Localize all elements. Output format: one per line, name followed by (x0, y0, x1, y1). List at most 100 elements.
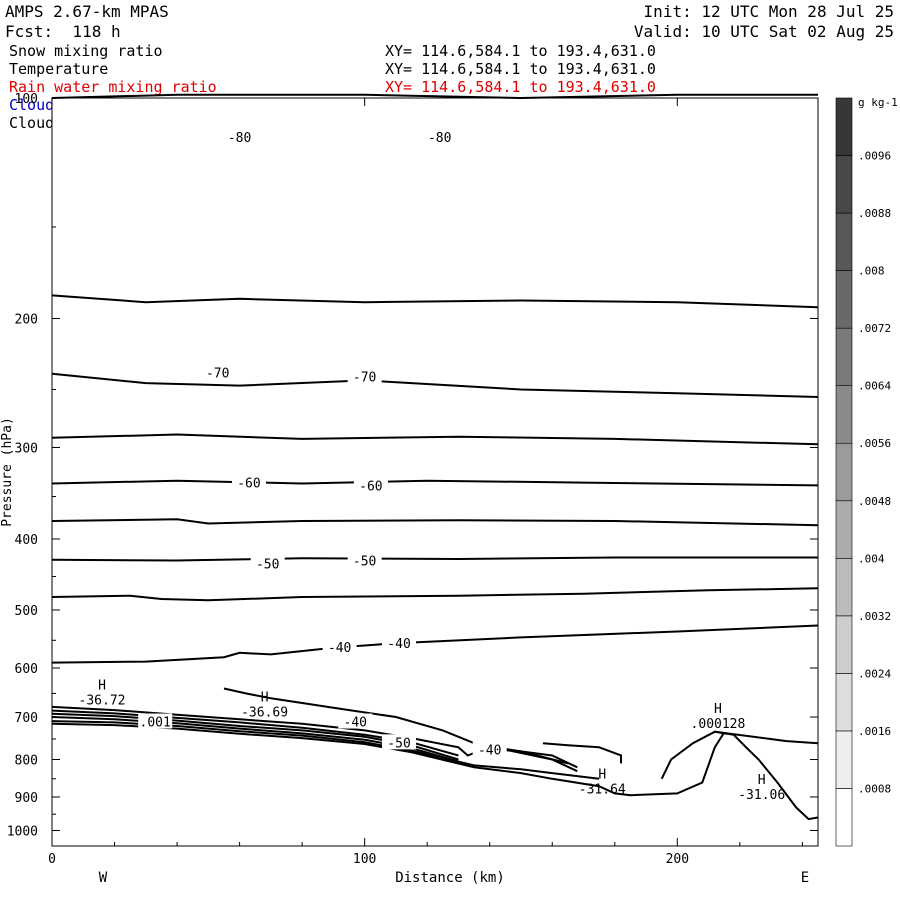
contour-label: -40 (344, 716, 367, 731)
isotherm-line (51, 93, 818, 100)
contour-label: -70 (353, 370, 376, 385)
forecast-hour: Fcst: 118 h (5, 22, 121, 41)
field-name: Temperature (9, 60, 109, 78)
west-label: W (99, 870, 108, 886)
colorbar-label: .0008 (858, 782, 891, 795)
y-tick-label: 700 (15, 711, 38, 726)
colorbar-label: .004 (858, 552, 885, 565)
colorbar-swatch (835, 385, 853, 444)
contour-label: -40 (478, 743, 501, 758)
y-tick-label: 900 (15, 791, 38, 806)
isotherm-line (505, 749, 578, 769)
init-time: Init: 12 UTC Mon 28 Jul 25 (643, 2, 894, 21)
colorbar-label: .0032 (858, 610, 891, 623)
extremum-value: -36.69 (241, 705, 288, 720)
colorbar-swatch (835, 730, 853, 789)
y-tick-label: 300 (15, 441, 38, 456)
colorbar-swatch (835, 615, 853, 674)
extremum-marker: H (758, 773, 766, 788)
colorbar-swatch (835, 788, 853, 847)
colorbar-label: .0056 (858, 437, 891, 450)
contour-label-bg (382, 635, 417, 651)
colorbar-swatch (835, 442, 853, 502)
y-axis-label: Pressure (hPa) (0, 417, 15, 527)
y-tick-label: 500 (15, 604, 38, 619)
y-tick-label: 600 (15, 662, 38, 677)
contour-label: -50 (353, 555, 376, 570)
colorbar-label: .008 (858, 265, 885, 278)
extremum-marker: H (714, 702, 722, 717)
colorbar-label: .0088 (858, 207, 891, 220)
isotherm-line (51, 624, 819, 664)
contour-label-bg (347, 368, 382, 384)
isotherm-line (51, 587, 819, 602)
isotherm-line (51, 294, 819, 309)
extremum-marker: H (98, 678, 106, 693)
contour-label-bg (353, 477, 388, 493)
contour-label-bg (338, 713, 373, 729)
isotherm-line (660, 730, 819, 821)
model-title: AMPS 2.67-km MPAS (5, 2, 169, 21)
contour-label-bg (382, 734, 417, 750)
x-axis-label: Distance (km) (395, 870, 505, 886)
contour-label-bg (322, 639, 357, 655)
contour-label-bg (347, 552, 382, 568)
plot-frame (51, 97, 819, 847)
contour-label: -60 (237, 477, 260, 492)
isotherm-series (51, 93, 819, 821)
extremum-marker: H (598, 768, 606, 783)
colorbar-label: .0024 (858, 667, 891, 680)
contour-label: .001 (140, 716, 171, 731)
field-coordinates: XY= 114.6,584.1 to 193.4,631.0 (385, 78, 656, 96)
colorbar-swatch (835, 673, 853, 732)
colorbar-swatch (835, 327, 853, 386)
isotherm-line (51, 722, 726, 797)
contour-label-bg (222, 128, 257, 144)
contour-label: -50 (256, 557, 279, 572)
isotherm-line (714, 730, 819, 745)
extremum-marker: H (261, 690, 269, 705)
isotherm-line (223, 687, 578, 773)
y-tick-label: 1000 (7, 824, 38, 839)
colorbar-label: .0048 (858, 495, 891, 508)
colorbar-label: .0064 (858, 380, 891, 393)
colorbar-label: .0096 (858, 150, 891, 163)
isotherm-line (51, 518, 819, 527)
y-tick-label: 800 (15, 753, 38, 768)
x-tick-label: 0 (48, 852, 56, 867)
extremum-value: -36.72 (79, 693, 126, 708)
isotherm-line (542, 742, 622, 764)
colorbar-swatch (835, 270, 853, 329)
colorbar-label: .0072 (858, 322, 891, 335)
y-tick-label: 100 (15, 92, 38, 107)
contour-label-bg (231, 474, 266, 490)
contour-label-bg (250, 555, 285, 571)
contour-labels: -80 -80 -70 -70 -60 -60 -50 -50 -40 -40 -40 -50 -40.… (79, 128, 785, 803)
colorbar-swatch (835, 500, 853, 559)
contour-label-bg (422, 128, 457, 144)
east-label: E (801, 870, 809, 886)
contour-label: -40 (387, 637, 410, 652)
colorbar-swatch (835, 212, 853, 271)
colorbar-label: .0016 (858, 725, 891, 738)
extremum-value: -31.06 (738, 788, 785, 803)
contour-label-bg (472, 741, 507, 757)
field-name: Snow mixing ratio (9, 42, 163, 60)
y-tick-label: 400 (15, 533, 38, 548)
x-tick-label: 100 (353, 852, 376, 867)
field-coordinates: XY= 114.6,584.1 to 193.4,631.0 (385, 42, 656, 60)
contour-label: -80 (228, 131, 251, 146)
extremum-value: .000128 (691, 717, 746, 732)
field-name: Rain water mixing ratio (9, 78, 217, 96)
colorbar-swatch (835, 558, 853, 617)
x-tick-label: 200 (666, 852, 689, 867)
contour-label-bg (200, 364, 235, 380)
extremum-value: -31.64 (579, 783, 626, 798)
colorbar-swatch (835, 155, 853, 214)
colorbar: .0008 .0016 .0024 .0032 .004 .0048 .0056 .0064.… (835, 97, 891, 847)
contour-label: -40 (328, 641, 351, 656)
field-coordinates: XY= 114.6,584.1 to 193.4,631.0 (385, 60, 656, 78)
contour-label: -70 (206, 366, 229, 381)
y-tick-label: 200 (15, 312, 38, 327)
